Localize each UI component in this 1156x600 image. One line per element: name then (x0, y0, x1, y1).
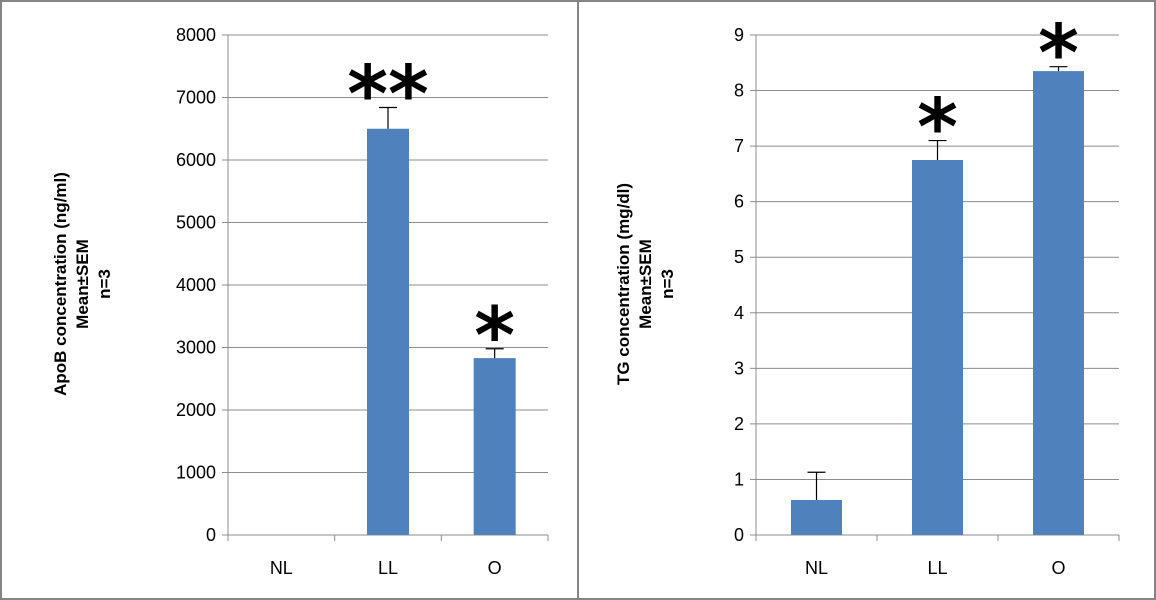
y-tick-label: 2 (734, 414, 744, 434)
significance-marker: * (917, 84, 958, 174)
x-tick-label: NL (805, 558, 828, 578)
tg-bar-chart: 0 1 2 3 4 5 6 7 8 9 NL LL * O * TG concentration (mg/dl… (614, 10, 1120, 578)
x-tick-label: LL (927, 558, 947, 578)
x-tick-label: O (1051, 558, 1065, 578)
y-tick-label: 4 (734, 303, 744, 323)
bar (473, 358, 516, 535)
significance-marker: ** (347, 51, 429, 141)
y-tick-label: 1 (734, 469, 744, 489)
y-axis-label-line: n=3 (658, 269, 677, 299)
y-tick-label: 4000 (176, 275, 216, 295)
y-tick-label: 5 (734, 247, 744, 267)
y-axis-label-line: TG concentration (mg/dl) (614, 183, 633, 385)
y-tick-label: 5000 (176, 213, 216, 233)
y-tick-label: 6 (734, 192, 744, 212)
apob-chart-panel: 0 1000 2000 3000 4000 5000 6000 7000 8000 NL LL ** O… (0, 0, 578, 600)
y-tick-label: 0 (734, 525, 744, 545)
y-axis-label: ApoB concentration (ng/ml) Mean±SEM n=3 (51, 172, 114, 396)
y-axis-label-line: n=3 (95, 269, 114, 299)
y-tick-label: 3 (734, 358, 744, 378)
y-tick-label: 8 (734, 81, 744, 101)
y-tick-label: 2000 (176, 400, 216, 420)
y-tick-label: 0 (206, 525, 216, 545)
y-axis-label-line: Mean±SEM (73, 239, 92, 329)
y-tick-label: 9 (734, 25, 744, 45)
y-axis-label-line: Mean±SEM (636, 239, 655, 329)
x-tick-label: NL (270, 558, 293, 578)
significance-marker: * (474, 292, 515, 382)
bar (912, 160, 963, 535)
y-tick-label: 1000 (176, 463, 216, 483)
apob-bar-chart: 0 1000 2000 3000 4000 5000 6000 7000 8000 NL LL ** O… (51, 25, 549, 578)
x-tick-label: O (488, 558, 502, 578)
bar (1033, 71, 1084, 535)
y-axis-label: TG concentration (mg/dl) Mean±SEM n=3 (614, 183, 677, 385)
bar (791, 500, 842, 535)
tg-chart-panel: 0 1 2 3 4 5 6 7 8 9 NL LL * O * TG concentration (mg/dl… (577, 0, 1156, 600)
y-tick-label: 8000 (176, 25, 216, 45)
y-tick-label: 7 (734, 136, 744, 156)
x-tick-label: LL (378, 558, 398, 578)
y-tick-label: 6000 (176, 150, 216, 170)
bar (367, 128, 409, 535)
y-axis-label-line: ApoB concentration (ng/ml) (51, 172, 70, 396)
significance-marker: * (1038, 10, 1079, 100)
y-tick-label: 3000 (176, 338, 216, 358)
y-tick-label: 7000 (176, 88, 216, 108)
